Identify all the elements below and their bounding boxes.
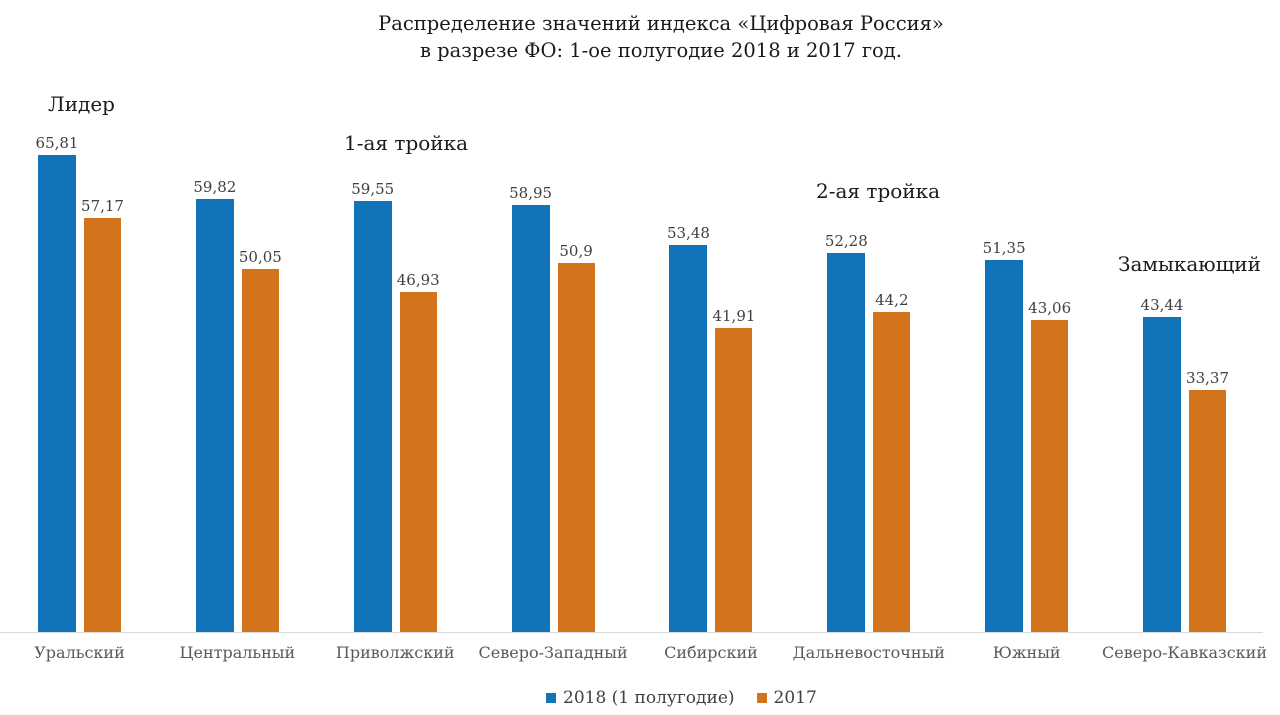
bar-2018 bbox=[827, 253, 866, 632]
legend: 2018 (1 полугодие) 2017 bbox=[546, 688, 817, 708]
value-label-2018: 51,35 bbox=[982, 238, 1026, 257]
category-label: Северо-Западный bbox=[478, 643, 628, 662]
value-label-2017: 50,9 bbox=[559, 242, 593, 261]
value-label-2018: 52,28 bbox=[824, 232, 868, 251]
legend-label-2017: 2017 bbox=[773, 688, 817, 708]
value-label-2017: 46,93 bbox=[396, 270, 440, 289]
legend-item-2017: 2017 bbox=[756, 688, 817, 708]
bar-2018 bbox=[353, 200, 392, 632]
value-label-2017: 44,2 bbox=[875, 290, 909, 309]
chart-title-line1: Распределение значений индекса «Цифровая… bbox=[378, 12, 944, 35]
bar-2018 bbox=[1143, 317, 1182, 632]
value-label-2017: 43,06 bbox=[1028, 299, 1072, 318]
category-label: Уральский bbox=[34, 643, 125, 662]
legend-swatch-2017-icon bbox=[756, 693, 767, 703]
value-label-2017: 57,17 bbox=[81, 196, 124, 215]
value-label-2018: 53,48 bbox=[666, 223, 710, 242]
category-label: Сибирский bbox=[664, 643, 758, 662]
category-label: Дальневосточный bbox=[792, 643, 945, 662]
bar-2017 bbox=[873, 311, 911, 632]
bar-2017 bbox=[399, 291, 437, 632]
legend-swatch-2018-icon bbox=[546, 693, 556, 703]
stage-annotation: Лидер bbox=[48, 92, 115, 116]
category-label: Северо-Кавказский bbox=[1102, 643, 1267, 662]
stage-annotation: Замыкающий bbox=[1118, 252, 1261, 276]
bar-2017 bbox=[557, 263, 595, 632]
bar-2017 bbox=[84, 217, 121, 632]
bar-2018 bbox=[511, 204, 550, 632]
bar-2017 bbox=[1189, 390, 1227, 632]
value-label-2018: 58,95 bbox=[509, 183, 553, 202]
value-label-2018: 65,81 bbox=[35, 134, 79, 153]
category-label: Центральный bbox=[179, 643, 296, 662]
x-axis-line bbox=[0, 632, 1263, 633]
chart-title: Распределение значений индекса «Цифровая… bbox=[42, 10, 1280, 64]
bar-2018 bbox=[195, 198, 234, 632]
bar-2018 bbox=[669, 244, 708, 632]
value-label-2017: 33,37 bbox=[1186, 369, 1229, 388]
bar-2017 bbox=[1031, 320, 1069, 632]
bar-2018 bbox=[38, 155, 76, 632]
bar-2017 bbox=[241, 269, 279, 632]
value-label-2018: 59,82 bbox=[193, 177, 237, 196]
stage-annotation: 1-ая тройка bbox=[344, 131, 469, 155]
value-label-2017: 50,05 bbox=[238, 248, 282, 267]
stage-annotation: 2-ая тройка bbox=[816, 179, 941, 203]
value-label-2017: 41,91 bbox=[712, 307, 756, 326]
category-label: Южный bbox=[992, 643, 1061, 662]
value-label-2018: 59,55 bbox=[351, 179, 395, 198]
category-label: Приволжский bbox=[335, 643, 455, 662]
value-label-2018: 43,44 bbox=[1140, 296, 1184, 315]
legend-label-2018: 2018 (1 полугодие) bbox=[563, 688, 735, 708]
legend-item-2018: 2018 (1 полугодие) bbox=[546, 688, 735, 708]
bar-2018 bbox=[985, 259, 1024, 632]
chart-title-line2: в разрезе ФО: 1-ое полугодие 2018 и 2017… bbox=[419, 39, 903, 62]
bar-2017 bbox=[715, 328, 753, 632]
